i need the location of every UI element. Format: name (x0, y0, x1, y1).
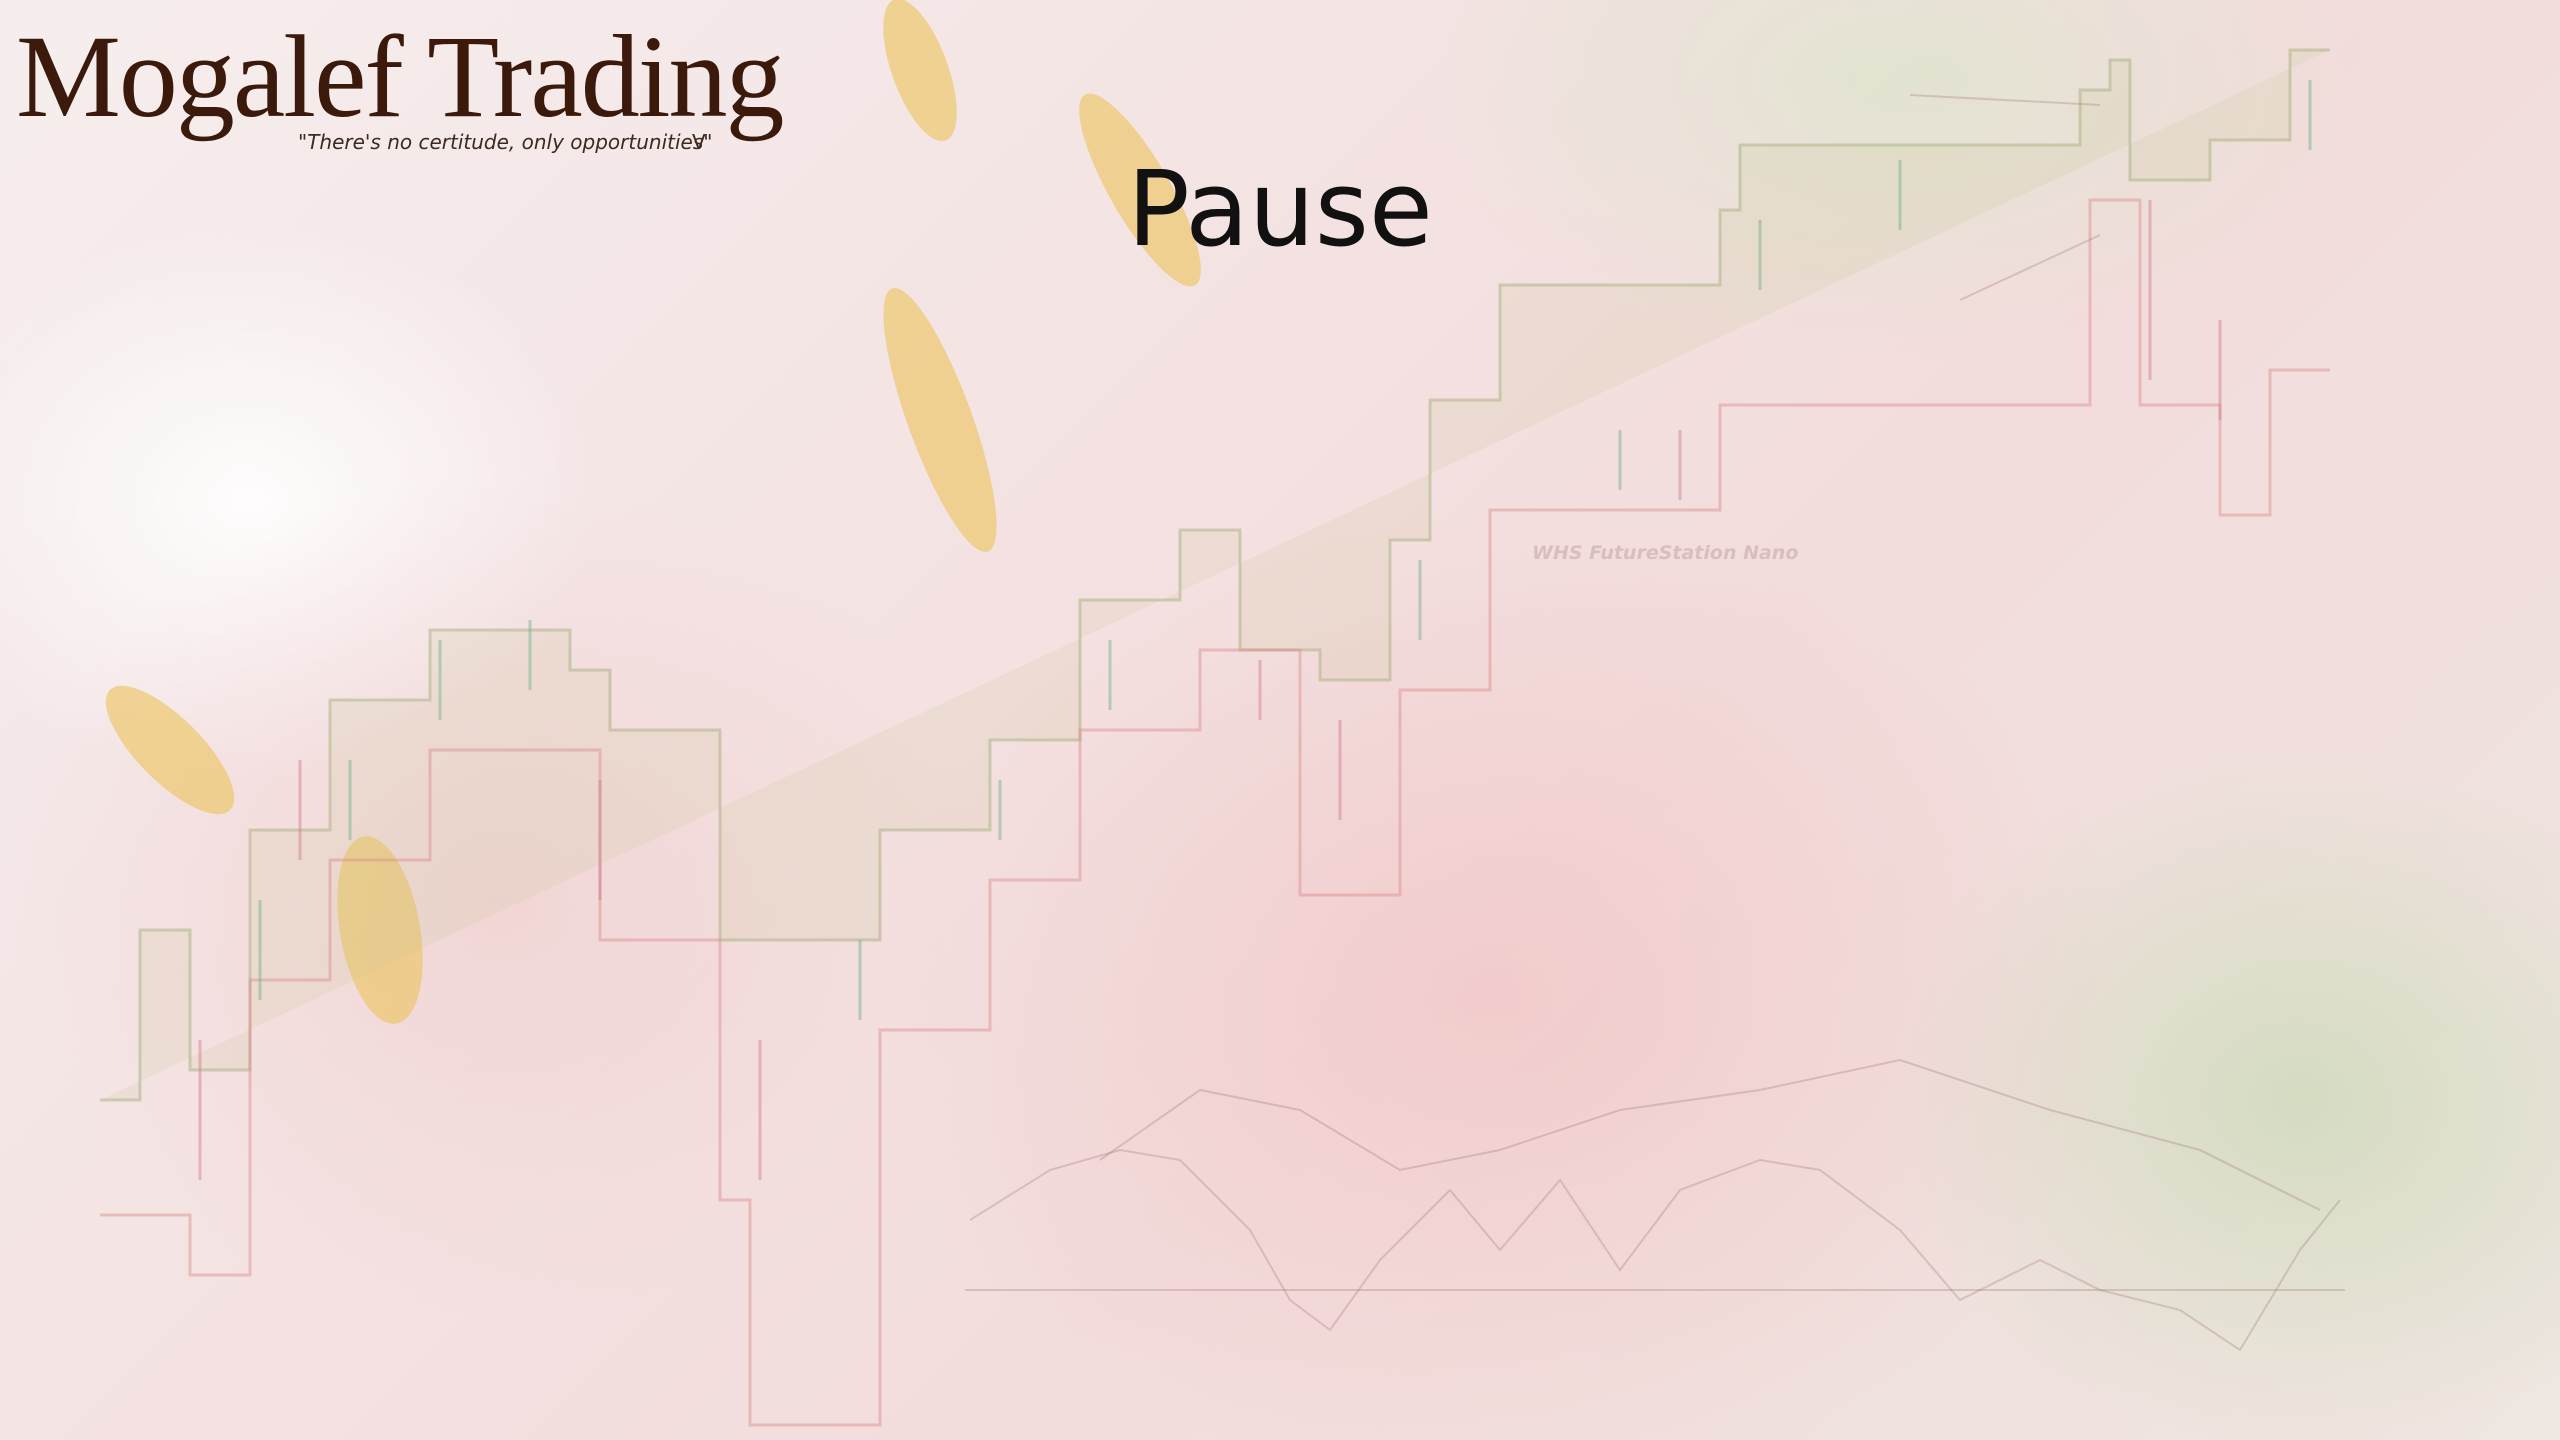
slide-title: Pause (1127, 148, 1433, 270)
watermark: WHS FutureStation Nano (1532, 542, 1799, 564)
logo-tagline: "There's no certitude, only opportunitie… (298, 130, 713, 154)
logo-mark: V (692, 130, 706, 154)
logo-title: Mogalef Trading (16, 11, 784, 142)
